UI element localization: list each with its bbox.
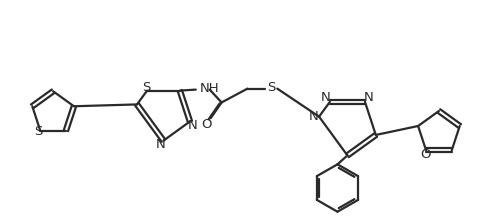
Text: S: S	[142, 81, 150, 94]
Text: N: N	[309, 110, 319, 123]
Text: NH: NH	[200, 82, 219, 95]
Text: N: N	[156, 138, 165, 151]
Text: N: N	[321, 91, 331, 104]
Text: S: S	[34, 125, 42, 138]
Text: O: O	[420, 148, 430, 161]
Text: N: N	[364, 91, 374, 104]
Text: S: S	[267, 81, 276, 94]
Text: N: N	[188, 119, 198, 132]
Text: O: O	[202, 118, 212, 131]
